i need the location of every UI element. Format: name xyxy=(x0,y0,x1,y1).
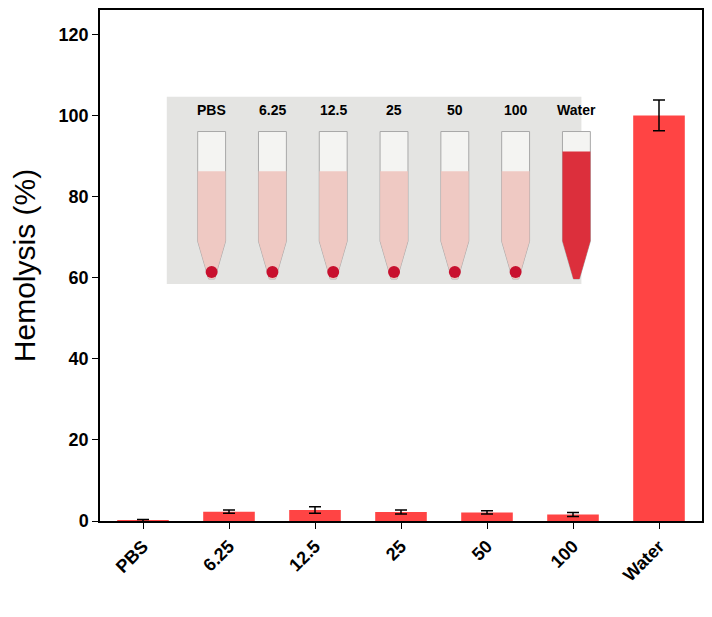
svg-text:12.5: 12.5 xyxy=(285,536,324,575)
svg-text:Hemolysis (%): Hemolysis (%) xyxy=(8,169,41,362)
svg-text:12.5: 12.5 xyxy=(320,102,347,118)
svg-text:100: 100 xyxy=(547,536,582,571)
svg-text:50: 50 xyxy=(447,102,463,118)
svg-text:25: 25 xyxy=(386,102,402,118)
svg-text:Water: Water xyxy=(557,102,596,118)
svg-text:PBS: PBS xyxy=(197,102,226,118)
svg-text:Water: Water xyxy=(619,536,668,585)
svg-text:6.25: 6.25 xyxy=(199,536,238,575)
svg-text:100: 100 xyxy=(504,102,528,118)
svg-text:40: 40 xyxy=(69,349,89,369)
svg-text:120: 120 xyxy=(59,25,89,45)
svg-text:25: 25 xyxy=(382,536,410,564)
svg-text:20: 20 xyxy=(69,430,89,450)
svg-text:0: 0 xyxy=(79,511,89,531)
svg-text:6.25: 6.25 xyxy=(259,102,286,118)
svg-text:100: 100 xyxy=(59,106,89,126)
svg-text:80: 80 xyxy=(69,187,89,207)
svg-text:PBS: PBS xyxy=(112,536,152,576)
svg-text:50: 50 xyxy=(468,536,496,564)
svg-text:60: 60 xyxy=(69,268,89,288)
